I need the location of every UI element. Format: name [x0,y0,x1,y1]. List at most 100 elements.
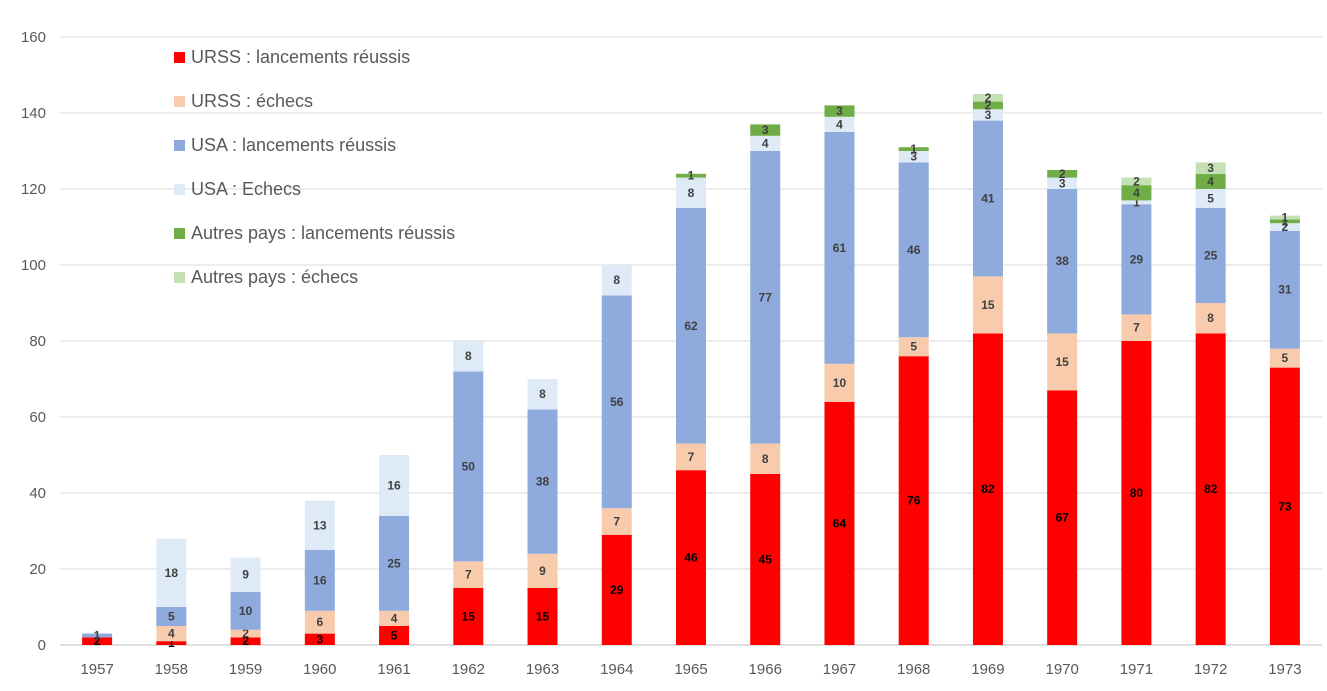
legend-label: URSS : lancements réussis [191,47,410,67]
data-label: 8 [762,452,769,466]
bar-segment [379,610,410,626]
data-label: 4 [168,627,175,641]
bar-segment [527,379,558,410]
y-tick-label: 60 [29,409,46,426]
data-label: 4 [836,117,843,131]
bar-segment [1269,219,1300,224]
bar-segment [453,341,484,372]
data-label: 29 [1130,252,1144,266]
data-label: 82 [1204,482,1218,496]
data-label: 8 [613,273,620,287]
data-label: 16 [313,573,327,587]
data-label: 29 [610,583,624,597]
bar-segment [304,500,335,550]
bar-segment [898,151,929,163]
bar-segment [1121,200,1152,205]
data-label: 2 [1133,174,1140,188]
data-label: 5 [910,340,917,354]
data-label: 73 [1278,499,1292,513]
x-tick-label: 1961 [377,661,410,678]
data-label: 8 [688,186,695,200]
bar-segment [824,401,855,645]
bar-segment [1121,341,1152,645]
bar-segment [1047,189,1078,334]
data-label: 5 [1207,192,1214,206]
bar-segment [676,173,706,178]
bar-segment [1047,390,1078,645]
data-label: 77 [759,290,773,304]
data-label: 5 [168,610,175,624]
bar-segment [230,591,261,630]
data-label: 8 [465,349,472,363]
bar-segment [1121,204,1152,315]
data-label: 4 [762,136,769,150]
bar-segment [1269,223,1300,231]
bar-segment [898,337,929,357]
data-label: 3 [1059,176,1066,190]
bar-segment [453,588,484,645]
bar-segment [527,409,558,554]
bar-segment [676,208,706,444]
bar-segment [972,101,1003,110]
bar-segment [824,116,855,132]
legend-swatch [174,184,185,195]
bar-segment [1195,303,1226,334]
data-label: 2 [1059,167,1066,181]
legend-swatch [174,96,185,107]
data-label: 25 [1204,249,1218,263]
bar-segment [824,105,855,117]
bar-segment [972,120,1003,277]
bar-segment [1269,230,1300,349]
y-tick-label: 160 [21,29,46,46]
bar-segment [1195,333,1226,645]
data-label: 4 [1133,186,1140,200]
data-label: 15 [462,610,476,624]
data-label: 1 [1282,214,1289,228]
y-tick-label: 120 [21,181,46,198]
data-label: 3 [836,104,843,118]
data-label: 46 [684,551,698,565]
legend-label: USA : lancements réussis [191,135,396,155]
x-tick-label: 1960 [303,661,336,678]
data-label: 4 [391,611,398,625]
bar-segment [156,607,187,626]
data-label: 10 [239,604,253,618]
data-label: 1 [1133,195,1140,209]
y-tick-label: 0 [38,637,46,654]
bar-segment [601,534,632,645]
bar-segment [1047,177,1078,189]
bar-segment [453,561,484,588]
data-label: 2 [242,634,249,648]
bar-segment [824,132,855,364]
data-label: 16 [387,478,401,492]
data-label: 2 [94,634,101,648]
bar-segment [1121,314,1152,341]
bar-segment [1121,185,1152,201]
bar-segment [750,151,781,444]
data-label: 61 [833,241,847,255]
data-label: 2 [1282,220,1289,234]
data-label: 1 [688,169,695,183]
data-label: 56 [610,395,624,409]
data-label: 7 [613,515,620,529]
data-label: 82 [981,482,995,496]
bar-segment [676,443,706,471]
data-label: 4 [1207,174,1214,188]
legend-swatch [174,140,185,151]
y-tick-label: 20 [29,561,46,578]
bar-segment [527,588,558,645]
data-label: 50 [462,459,476,473]
data-label: 8 [1207,311,1214,325]
x-tick-label: 1966 [749,661,782,678]
x-tick-label: 1957 [80,661,113,678]
data-label: 3 [1207,161,1214,175]
data-label: 25 [387,556,401,570]
data-label: 3 [985,108,992,122]
x-tick-label: 1969 [971,661,1004,678]
data-label: 15 [981,298,995,312]
bar-segment [156,626,187,642]
legend-swatch [174,52,185,63]
bar-segment [898,356,929,645]
